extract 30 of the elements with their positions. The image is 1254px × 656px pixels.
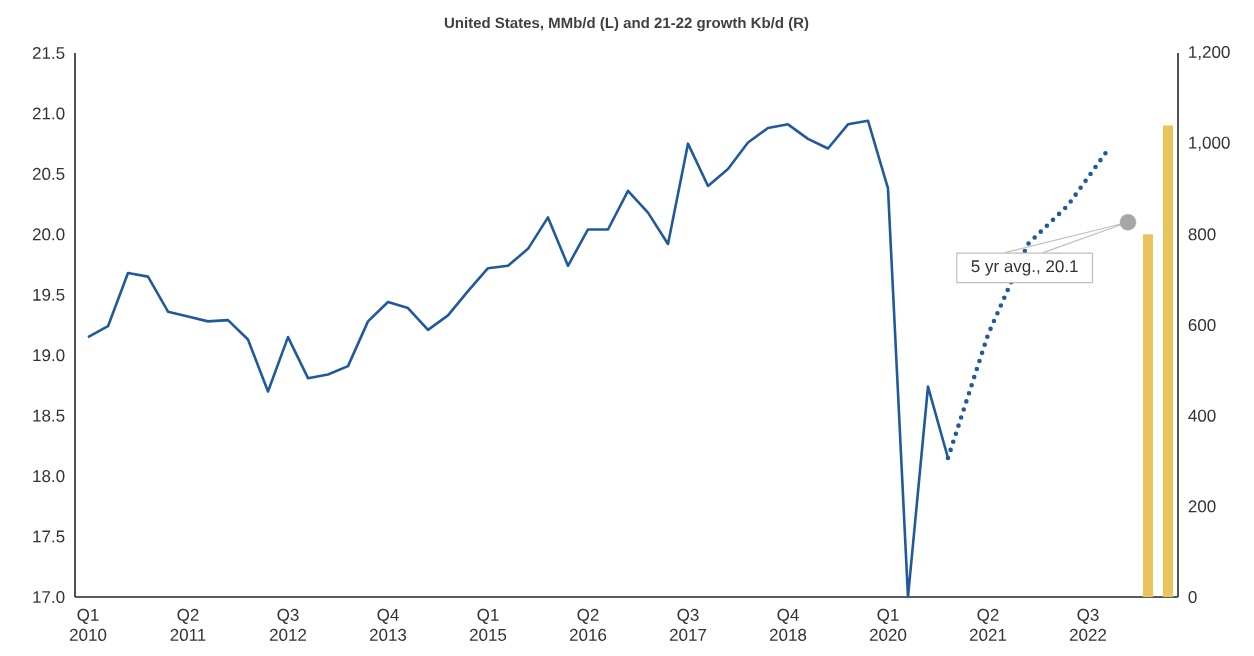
y2-tick-label: 800 (1188, 228, 1216, 241)
x-tick-label: Q2 2016 (569, 608, 607, 641)
y2-tick-label: 400 (1188, 409, 1216, 422)
x-tick-label: Q4 2018 (769, 608, 807, 641)
y-tick-label: 19.5 (33, 288, 65, 301)
x-tick-label: Q3 2017 (669, 608, 707, 641)
x-tick-label: Q4 2013 (369, 608, 407, 641)
chart-title: United States, MMb/d (L) and 21-22 growth Kb/d (R) (444, 17, 809, 32)
y-tick-label: 18.5 (33, 409, 65, 422)
y-tick-label: 21.5 (32, 46, 65, 60)
y-tick-label: 21.0 (32, 107, 65, 120)
y-tick-label: 17.0 (33, 590, 65, 604)
x-tick-label: Q2 2011 (170, 608, 206, 641)
y2-tick-label: 1,200 (1189, 45, 1230, 61)
x-tick-label: Q1 2010 (69, 608, 107, 641)
y-tick-label: 20.0 (32, 228, 65, 241)
y-tick-label: 19.0 (33, 349, 65, 362)
x-tick-label: Q2 2021 (969, 608, 1007, 641)
y2-tick-label: 600 (1188, 318, 1216, 332)
x-tick-label: Q1 2015 (469, 608, 507, 641)
x-tick-label: Q1 2020 (869, 608, 907, 641)
annotation: 5 yr avg., 20.1 (971, 260, 1078, 276)
y-tick-label: 20.5 (32, 167, 65, 180)
y-tick-label: 17.5 (33, 530, 65, 543)
y2-tick-label: 0 (1188, 590, 1197, 604)
y2-tick-label: 1,000 (1189, 136, 1230, 151)
x-tick-label: Q3 2022 (1069, 608, 1107, 641)
y2-tick-label: 200 (1188, 500, 1216, 513)
x-tick-label: Q3 2012 (269, 608, 307, 641)
y-tick-label: 18.0 (33, 470, 65, 483)
